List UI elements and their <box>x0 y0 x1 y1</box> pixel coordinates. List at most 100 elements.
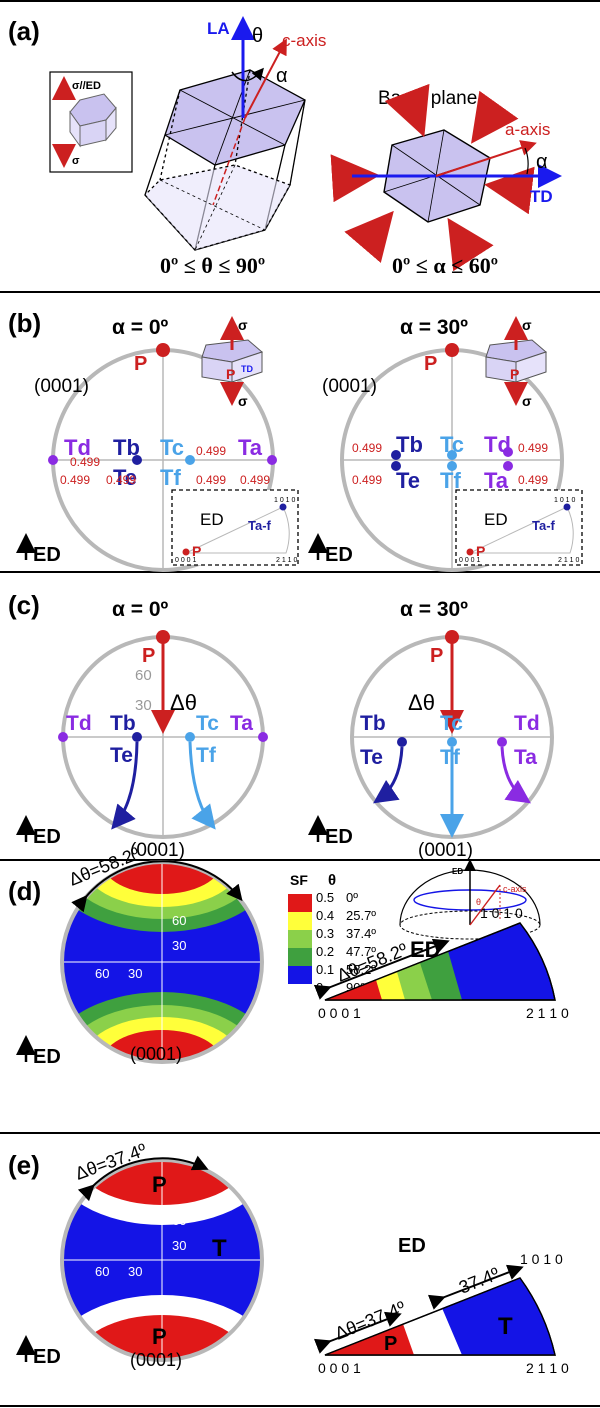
b-right-inset-taf: Ta-f <box>532 518 556 533</box>
d-legend-theta-0: 0º <box>346 890 358 905</box>
d-legend-sf-0: 0.5 <box>316 890 334 905</box>
b-left-mini-p: P <box>226 366 235 382</box>
alpha-arc <box>524 147 529 175</box>
b-right-sigma-top: σ <box>522 317 532 333</box>
b-left: α = 0º P (0001) Td Tb Tc Ta Te Tf 0.499 … <box>15 316 299 572</box>
c-right-p: P <box>430 645 443 667</box>
panel-e-label: (e) <box>8 1150 40 1180</box>
c-right-title: α = 30º <box>400 598 468 621</box>
b-right-ta: Ta <box>484 468 509 493</box>
e-tri-p: P <box>384 1333 397 1355</box>
b-right-title: α = 30º <box>400 316 468 339</box>
c-left: α = 0º P 60 30 Δθ Td Tb Tc Ta Te Tf (000… <box>15 598 268 861</box>
c-left-p: P <box>142 645 155 667</box>
b-left-ed: ED <box>33 544 61 566</box>
c-left-title: α = 0º <box>112 598 169 621</box>
b-right-sf2: 0.499 <box>352 473 382 487</box>
d-pole: (0001) <box>130 1044 182 1064</box>
d-hemisphere: ED θ c-axis <box>399 859 541 940</box>
inset-sigma-ed: σ//ED <box>72 80 101 92</box>
c-right-tf: Tf <box>440 746 461 769</box>
b-right: α = 30º P (0001) Tb Tc Td Te Tf Ta 0.499… <box>308 316 583 572</box>
e-t60-h: 60 <box>95 1264 109 1279</box>
e-p-bottom: P <box>152 1324 167 1349</box>
b-right-mini-p: P <box>510 366 519 382</box>
c-left-tc: Tc <box>196 712 219 735</box>
c-right-pole: (0001) <box>418 840 473 861</box>
e-t: T <box>212 1235 227 1262</box>
b-right-te: Te <box>396 468 420 493</box>
a-axis-label: a-axis <box>505 120 550 139</box>
b-right-tb: Tb <box>396 432 423 457</box>
panel-e: (e) P P T 60 30 60 30 Δθ=37.4º (0001) ED… <box>8 1139 569 1376</box>
b-left-inset-0001: 0 0 0 1 <box>175 557 197 564</box>
panel-d-label: (d) <box>8 876 41 906</box>
e-t60-v: 60 <box>172 1213 186 1228</box>
d-legend-sf-4: 0.1 <box>316 962 334 977</box>
b-left-inset-ed: ED <box>200 510 224 529</box>
d-tri-1010: 1 0 1 0 <box>480 905 523 921</box>
b-left-te: Te <box>113 465 137 490</box>
b-left-mini-td: TD <box>241 364 253 374</box>
c-right-td: Td <box>514 712 540 735</box>
b-left-sf5: 0.499 <box>196 473 226 487</box>
d-t30-v: 30 <box>172 938 186 953</box>
panel-c: (c) α = 0º P 60 30 Δθ Td Tb Tc Ta Te Tf <box>8 590 554 861</box>
c-axis-arrow <box>244 38 287 119</box>
c-left-td: Td <box>66 712 92 735</box>
b-right-inset-ed: ED <box>484 510 508 529</box>
c-right-ta: Ta <box>514 746 537 769</box>
c-right-ed: ED <box>325 826 353 848</box>
d-legend-sf-5: 0 <box>316 980 323 995</box>
e-pole: (0001) <box>130 1350 182 1370</box>
b-left-ta: Ta <box>238 435 263 460</box>
e-ed: ED <box>33 1346 61 1368</box>
hex-prism <box>144 69 306 251</box>
b-left-inset-1010: 1 0 1 0 <box>274 497 296 504</box>
b-right-inset-0001: 0 0 0 1 <box>459 557 481 564</box>
c-left-t30: 30 <box>135 697 152 714</box>
b-left-sf3: 0.499 <box>60 473 90 487</box>
inset-crystal: σ//ED σ <box>49 71 133 173</box>
d-legend-theta-1: 25.7º <box>346 908 376 923</box>
d-t30-h: 30 <box>128 966 142 981</box>
d-legend-sf-3: 0.2 <box>316 944 334 959</box>
panel-b-label: (b) <box>8 308 41 338</box>
td-label: TD <box>530 187 553 206</box>
c-right-dtheta: Δθ <box>408 690 435 715</box>
d-legend-sf-header: SF <box>290 872 308 888</box>
b-right-inset-1010: 1 0 1 0 <box>554 497 576 504</box>
basal-plane-label: Basal plane <box>378 88 477 109</box>
theta-range: 0º ≤ θ ≤ 90º <box>160 253 265 278</box>
panel-b: (b) α = 0º P (0001) Td Tb Tc Ta Te Tf 0.… <box>8 308 583 572</box>
e-tri-1010: 1 0 1 0 <box>520 1251 563 1267</box>
panel-a: (a) σ//ED σ <box>8 16 562 278</box>
e-p-top: P <box>152 1172 167 1197</box>
alpha-label: α <box>276 65 288 87</box>
e-t30-v: 30 <box>172 1238 186 1253</box>
b-right-mini-crystal: σ σ P <box>485 316 547 409</box>
inset-sigma: σ <box>72 155 80 167</box>
b-right-sf1: 0.499 <box>352 441 382 455</box>
d-tri-2110: 2 1 1 0 <box>526 1005 569 1021</box>
theta-label: θ <box>252 25 263 47</box>
panel-a-label: (a) <box>8 16 40 46</box>
c-right-tc: Tc <box>440 712 463 735</box>
b-right-pole: (0001) <box>322 376 377 397</box>
panel-c-label: (c) <box>8 590 40 620</box>
d-triangle: ED Δθ=58.2º 1 0 1 0 0 0 0 1 2 1 1 0 <box>313 905 569 1021</box>
b-left-sf6: 0.499 <box>240 473 270 487</box>
b-right-p: P <box>424 353 437 375</box>
b-left-sf2: 0.499 <box>196 444 226 458</box>
b-right-td: Td <box>484 432 511 457</box>
la-label: LA <box>207 19 230 38</box>
e-tri-0001: 0 0 0 1 <box>318 1360 361 1376</box>
b-left-p: P <box>134 353 147 375</box>
b-left-title: α = 0º <box>112 316 169 339</box>
c-left-ed: ED <box>33 826 61 848</box>
b-left-td: Td <box>64 435 91 460</box>
b-left-tb: Tb <box>113 435 140 460</box>
d-ed: ED <box>33 1046 61 1068</box>
c-left-ta: Ta <box>230 712 253 735</box>
e-triangle: P T ED Δθ=37.4º 37.4º 1 0 1 0 0 0 0 1 2 … <box>313 1235 569 1376</box>
